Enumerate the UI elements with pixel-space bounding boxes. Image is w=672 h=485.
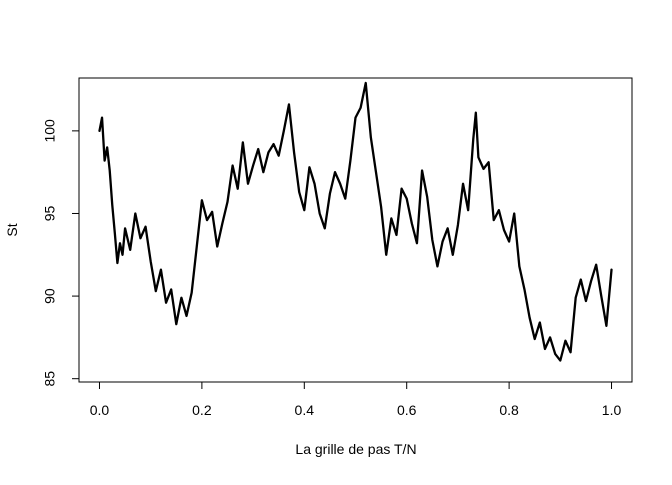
y-axis: 85 90 95 100 bbox=[42, 119, 80, 387]
y-tick-label: 100 bbox=[42, 119, 58, 143]
y-axis-label: St bbox=[4, 223, 20, 236]
x-axis: 0.0 0.2 0.4 0.6 0.8 1.0 bbox=[90, 381, 622, 418]
y-tick-label: 85 bbox=[42, 371, 58, 387]
x-tick-label: 0.6 bbox=[397, 402, 417, 418]
series-line bbox=[98, 81, 613, 362]
series-layer bbox=[98, 81, 613, 362]
x-tick-label: 0.8 bbox=[499, 402, 519, 418]
x-tick-label: 1.0 bbox=[602, 402, 622, 418]
x-tick-label: 0.0 bbox=[90, 402, 110, 418]
x-tick-label: 0.2 bbox=[192, 402, 212, 418]
x-axis-label: La grille de pas T/N bbox=[295, 441, 416, 457]
y-tick-label: 95 bbox=[42, 205, 58, 221]
y-tick-label: 90 bbox=[42, 288, 58, 304]
x-tick-label: 0.4 bbox=[295, 402, 315, 418]
